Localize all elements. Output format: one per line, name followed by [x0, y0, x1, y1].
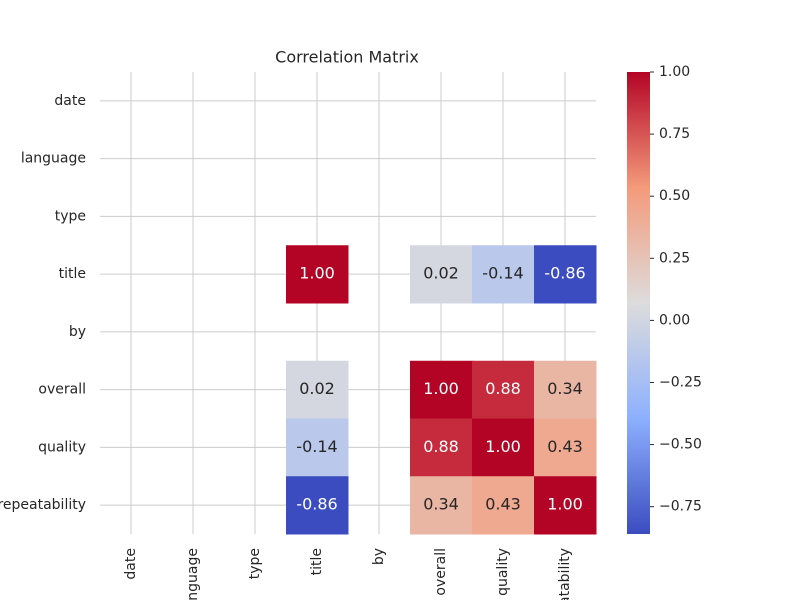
- y-tick-label: type: [55, 208, 86, 224]
- heatmap-cell: [534, 418, 597, 477]
- cell-label: 0.02: [299, 379, 335, 398]
- y-tick-label: repeatability: [0, 497, 86, 513]
- heatmap-cell: [534, 476, 597, 535]
- y-tick-label: overall: [38, 382, 86, 398]
- cell-label: -0.14: [482, 264, 523, 283]
- heatmap-cell: [410, 245, 473, 304]
- cell-label: 0.88: [485, 379, 521, 398]
- heatmap-cell: [286, 418, 349, 477]
- y-tick-label: by: [69, 324, 86, 340]
- chart-title: Correlation Matrix: [275, 48, 419, 67]
- cell-label: -0.86: [296, 495, 337, 514]
- heatmap-cell: [410, 418, 473, 477]
- x-tick-label: date: [123, 548, 139, 580]
- cell-label: -0.86: [544, 264, 585, 283]
- heatmap-cell: [472, 360, 535, 419]
- heatmap-cell: [286, 360, 349, 419]
- colorbar-tick-label: 0.00: [659, 312, 690, 328]
- colorbar-tick-label: 0.25: [659, 250, 690, 266]
- x-tick-label: title: [309, 548, 325, 575]
- cell-label: 0.34: [423, 495, 459, 514]
- heatmap-cell: [534, 360, 597, 419]
- x-tick-label: by: [371, 548, 387, 565]
- cell-label: 0.34: [547, 379, 583, 398]
- cell-label: 0.43: [547, 437, 583, 456]
- colorbar-tick-label: 1.00: [659, 64, 690, 80]
- cell-label: 1.00: [299, 264, 335, 283]
- heatmap-cell: [472, 245, 535, 304]
- x-tick-label: type: [247, 548, 263, 579]
- y-tick-label: date: [54, 93, 86, 109]
- heatmap-cell: [472, 418, 535, 477]
- heatmap-cell: [410, 360, 473, 419]
- cell-label: 0.43: [485, 495, 521, 514]
- colorbar-tick-label: 0.75: [659, 126, 690, 142]
- cell-label: 0.02: [423, 264, 459, 283]
- colorbar-tick-label: −0.50: [659, 437, 702, 453]
- heatmap-cell: [534, 245, 597, 304]
- x-tick-label: overall: [433, 548, 449, 596]
- x-tick-label: quality: [495, 548, 511, 596]
- y-tick-label: title: [59, 266, 86, 282]
- heatmap-cell: [286, 476, 349, 535]
- y-tick-label: quality: [38, 439, 86, 455]
- x-tick-label: repeatability: [557, 548, 573, 600]
- heatmap-cell: [410, 476, 473, 535]
- cell-label: 1.00: [485, 437, 521, 456]
- colorbar: [627, 72, 650, 534]
- colorbar-tick-label: −0.25: [659, 374, 702, 390]
- colorbar-tick-label: 0.50: [659, 188, 690, 204]
- cell-label: 0.88: [423, 437, 459, 456]
- colorbar-tick-label: −0.75: [659, 499, 702, 515]
- cell-label: 1.00: [423, 379, 459, 398]
- cell-label: 1.00: [547, 495, 583, 514]
- x-tick-label: language: [185, 548, 201, 600]
- heatmap-cell: [472, 476, 535, 535]
- heatmap-cell: [286, 245, 349, 304]
- cell-label: -0.14: [296, 437, 337, 456]
- y-tick-label: language: [21, 151, 86, 167]
